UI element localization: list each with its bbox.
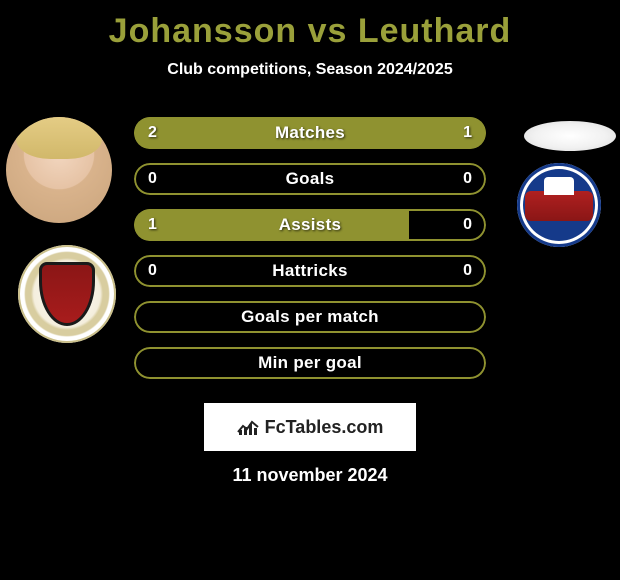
stat-row: Min per goal <box>134 347 486 379</box>
stat-label: Assists <box>134 209 486 241</box>
stat-row: 00Goals <box>134 163 486 195</box>
stat-row: 10Assists <box>134 209 486 241</box>
stat-row: 21Matches <box>134 117 486 149</box>
stat-label: Min per goal <box>134 347 486 379</box>
page-title: Johansson vs Leuthard <box>0 12 620 51</box>
player-left-avatar <box>6 117 112 223</box>
player-right-avatar <box>524 121 616 151</box>
subtitle: Club competitions, Season 2024/2025 <box>0 61 620 79</box>
stat-row: Goals per match <box>134 301 486 333</box>
stat-label: Goals per match <box>134 301 486 333</box>
stat-label: Goals <box>134 163 486 195</box>
date-line: 11 november 2024 <box>0 465 620 486</box>
stat-label: Matches <box>134 117 486 149</box>
chart-icon <box>237 418 259 436</box>
stats-area: 21Matches 00Goals 10Assists 00Hattricks Goal… <box>0 117 620 397</box>
source-badge: FcTables.com <box>204 403 416 451</box>
stat-bars: 21Matches 00Goals 10Assists 00Hattricks Goal… <box>134 117 486 379</box>
club-left-badge <box>18 245 116 343</box>
source-badge-text: FcTables.com <box>265 417 384 438</box>
club-right-badge <box>517 163 601 247</box>
stat-row: 00Hattricks <box>134 255 486 287</box>
stat-label: Hattricks <box>134 255 486 287</box>
